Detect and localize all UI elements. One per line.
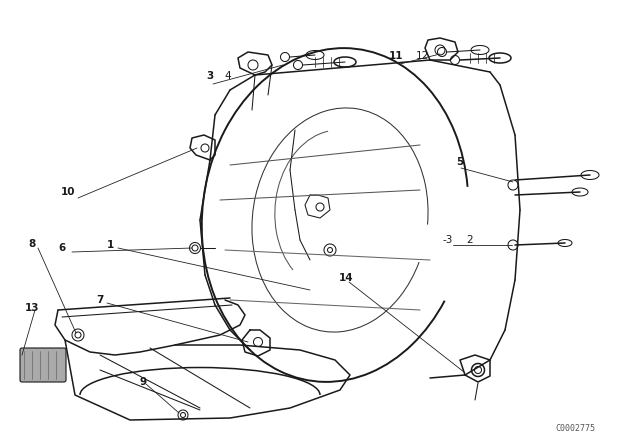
Text: 12: 12 (415, 51, 429, 61)
Text: 9: 9 (140, 377, 147, 387)
Text: 10: 10 (61, 187, 76, 197)
Text: 1: 1 (106, 240, 114, 250)
Text: 4: 4 (225, 71, 231, 81)
Text: 3: 3 (206, 71, 214, 81)
Text: 11: 11 (388, 51, 403, 61)
Text: C0002775: C0002775 (555, 423, 595, 432)
Text: 5: 5 (456, 157, 463, 167)
Text: 14: 14 (339, 273, 353, 283)
Text: 6: 6 (58, 243, 66, 253)
Text: -3: -3 (443, 235, 453, 245)
Text: 13: 13 (25, 303, 39, 313)
FancyBboxPatch shape (20, 348, 66, 382)
Text: 2: 2 (467, 235, 474, 245)
Text: 7: 7 (96, 295, 104, 305)
Text: 8: 8 (28, 239, 36, 249)
